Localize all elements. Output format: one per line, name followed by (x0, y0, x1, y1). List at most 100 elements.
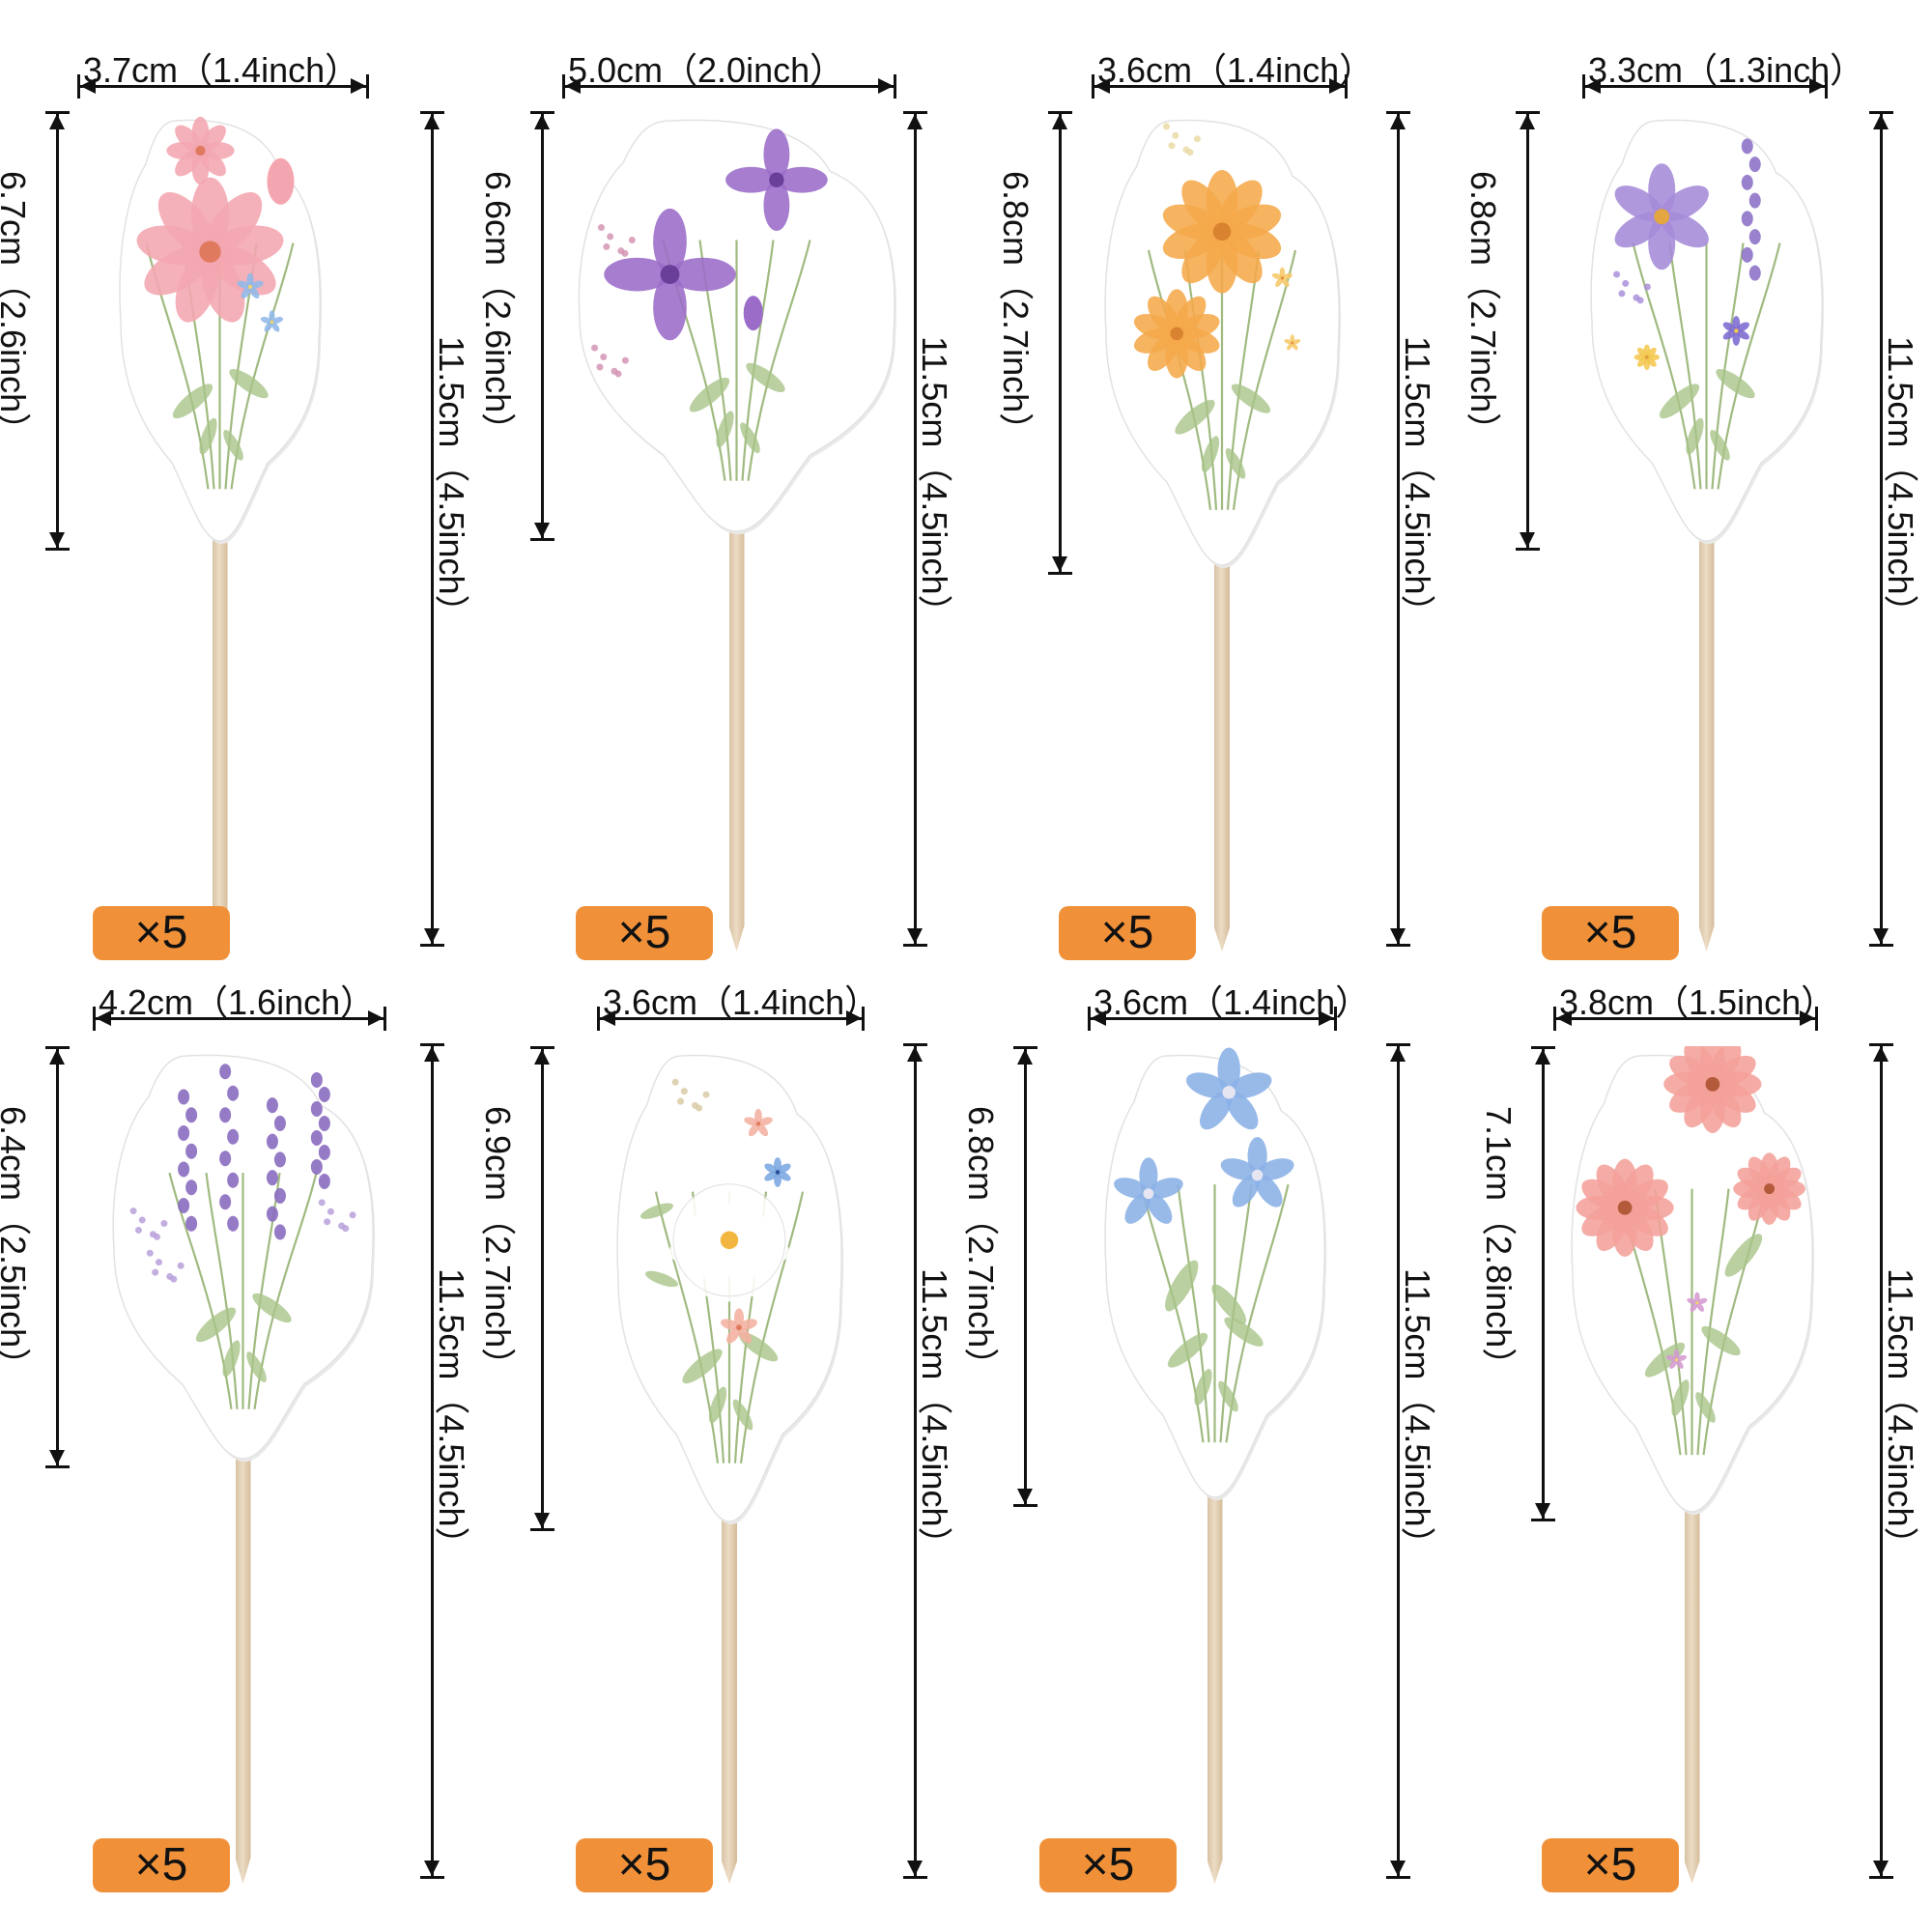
quantity-badge: ×5 (1542, 906, 1679, 960)
arrow-down-icon (1390, 928, 1406, 944)
card-height-label: 6.9cm（2.7inch） (478, 1106, 518, 1383)
arrow-up-icon (534, 114, 550, 129)
wooden-stick (1698, 531, 1715, 952)
topper-cell-white-daisy: 3.6cm（1.4inch） 6.9cm（2.7inch） 11.5cm（4.5in… (478, 932, 966, 1892)
wooden-stick (212, 531, 228, 952)
arrow-up-icon (1052, 114, 1067, 129)
wooden-stick (1684, 1502, 1700, 1884)
quantity-badge: ×5 (1039, 1838, 1177, 1892)
card-height-dimension-line (1048, 111, 1072, 575)
total-height-label: 11.5cm（4.5inch） (1881, 1268, 1920, 1562)
total-height-dimension-line (420, 1043, 444, 1879)
flower-card-white-daisy (609, 1046, 850, 1531)
topper-cell-purple-wildflower: 3.3cm（1.3inch） 6.8cm（2.7inch） 11.5cm（4.5in… (1449, 0, 1932, 960)
quantity-badge: ×5 (93, 906, 230, 960)
arrow-down-icon (1873, 928, 1889, 944)
arrow-right-icon (1319, 1010, 1334, 1026)
width-dimension-line (1088, 1007, 1337, 1031)
arrow-up-icon (534, 1049, 550, 1065)
arrow-down-icon (1873, 1861, 1889, 1876)
width-label: 3.7cm（1.4inch） (83, 50, 360, 90)
card-height-label: 6.8cm（2.7inch） (1463, 171, 1503, 448)
arrow-right-icon (351, 78, 366, 94)
total-height-dimension-line (903, 111, 927, 947)
card-height-dimension-line (530, 111, 554, 541)
topper-cell-pink-cosmos: 3.7cm（1.4inch） 6.7cm（2.6inch） 11.5cm（4.5in… (0, 0, 483, 960)
card-height-label: 7.1cm（2.8inch） (1479, 1106, 1519, 1383)
topper-cell-lavender: 4.2cm（1.6inch） 6.4cm（2.5inch） 11.5cm（4.5in… (0, 932, 483, 1892)
flower-card-orange-cosmos (1096, 111, 1348, 575)
quantity-badge: ×5 (576, 906, 713, 960)
card-height-dimension-line (1531, 1046, 1555, 1521)
arrow-up-icon (1390, 114, 1406, 129)
topper-cell-blue-flax: 3.6cm（1.4inch） 6.8cm（2.7inch） 11.5cm（4.5in… (961, 932, 1449, 1892)
arrow-right-icon (368, 1010, 384, 1026)
card-height-label: 6.6cm（2.6inch） (478, 171, 518, 448)
total-height-label: 11.5cm（4.5inch） (432, 1268, 471, 1562)
flower-card-purple-wildflower (1582, 111, 1831, 551)
total-height-dimension-line (903, 1043, 927, 1879)
arrow-down-icon (1520, 532, 1535, 548)
card-height-dimension-line (1013, 1046, 1037, 1507)
total-height-dimension-line (1869, 1043, 1893, 1879)
arrow-up-icon (424, 1046, 440, 1062)
card-height-label: 6.4cm（2.5inch） (0, 1106, 33, 1383)
wooden-stick (235, 1449, 251, 1884)
total-height-label: 11.5cm（4.5inch） (432, 336, 471, 630)
width-dimension-line (562, 74, 896, 99)
total-height-dimension-line (420, 111, 444, 947)
arrow-left-icon (600, 1010, 615, 1026)
arrow-down-icon (1535, 1503, 1550, 1519)
arrow-right-icon (1800, 1010, 1815, 1026)
arrow-down-icon (534, 1513, 550, 1528)
arrow-down-icon (907, 1861, 923, 1876)
arrow-left-icon (565, 78, 581, 94)
flower-card-purple-sweet-pea (570, 111, 903, 541)
flower-card-lavender (104, 1046, 382, 1468)
total-height-dimension-line (1869, 111, 1893, 947)
width-dimension-line (77, 74, 369, 99)
arrow-left-icon (1094, 78, 1110, 94)
width-dimension-line (93, 1007, 386, 1031)
width-dimension-line (1092, 74, 1348, 99)
arrow-down-icon (907, 928, 923, 944)
arrow-up-icon (907, 1046, 923, 1062)
arrow-up-icon (1873, 1046, 1889, 1062)
arrow-up-icon (49, 1049, 65, 1065)
width-label: 3.8cm（1.5inch） (1559, 982, 1836, 1022)
arrow-down-icon (424, 928, 440, 944)
arrow-up-icon (424, 114, 440, 129)
arrow-up-icon (1017, 1049, 1033, 1065)
arrow-left-icon (96, 1010, 111, 1026)
arrow-right-icon (1329, 78, 1345, 94)
arrow-down-icon (49, 1450, 65, 1465)
arrow-right-icon (846, 1010, 862, 1026)
total-height-dimension-line (1386, 111, 1410, 947)
arrow-up-icon (1535, 1049, 1550, 1065)
arrow-up-icon (907, 114, 923, 129)
wooden-stick (722, 1512, 737, 1884)
arrow-left-icon (1585, 78, 1601, 94)
quantity-badge: ×5 (1059, 906, 1196, 960)
topper-cell-orange-cosmos: 3.6cm（1.4inch） 6.8cm（2.7inch） 11.5cm（4.5in… (966, 0, 1449, 960)
total-height-dimension-line (1386, 1043, 1410, 1879)
arrow-down-icon (534, 523, 550, 538)
wooden-stick (1207, 1488, 1223, 1884)
arrow-down-icon (1052, 556, 1067, 572)
total-height-label: 11.5cm（4.5inch） (1881, 336, 1920, 630)
card-height-label: 6.7cm（2.6inch） (0, 171, 33, 448)
total-height-label: 11.5cm（4.5inch） (915, 336, 954, 630)
quantity-badge: ×5 (576, 1838, 713, 1892)
arrow-up-icon (1390, 1046, 1406, 1062)
arrow-up-icon (1873, 114, 1889, 129)
flower-card-blue-flax (1096, 1046, 1333, 1507)
width-dimension-line (597, 1007, 865, 1031)
width-label: 5.0cm（2.0inch） (568, 50, 845, 90)
card-height-dimension-line (45, 111, 70, 551)
arrow-right-icon (1809, 78, 1825, 94)
wooden-stick (728, 522, 745, 952)
total-height-label: 11.5cm（4.5inch） (915, 1268, 954, 1562)
flower-card-pink-cosmos (111, 111, 328, 551)
card-height-dimension-line (1516, 111, 1540, 551)
